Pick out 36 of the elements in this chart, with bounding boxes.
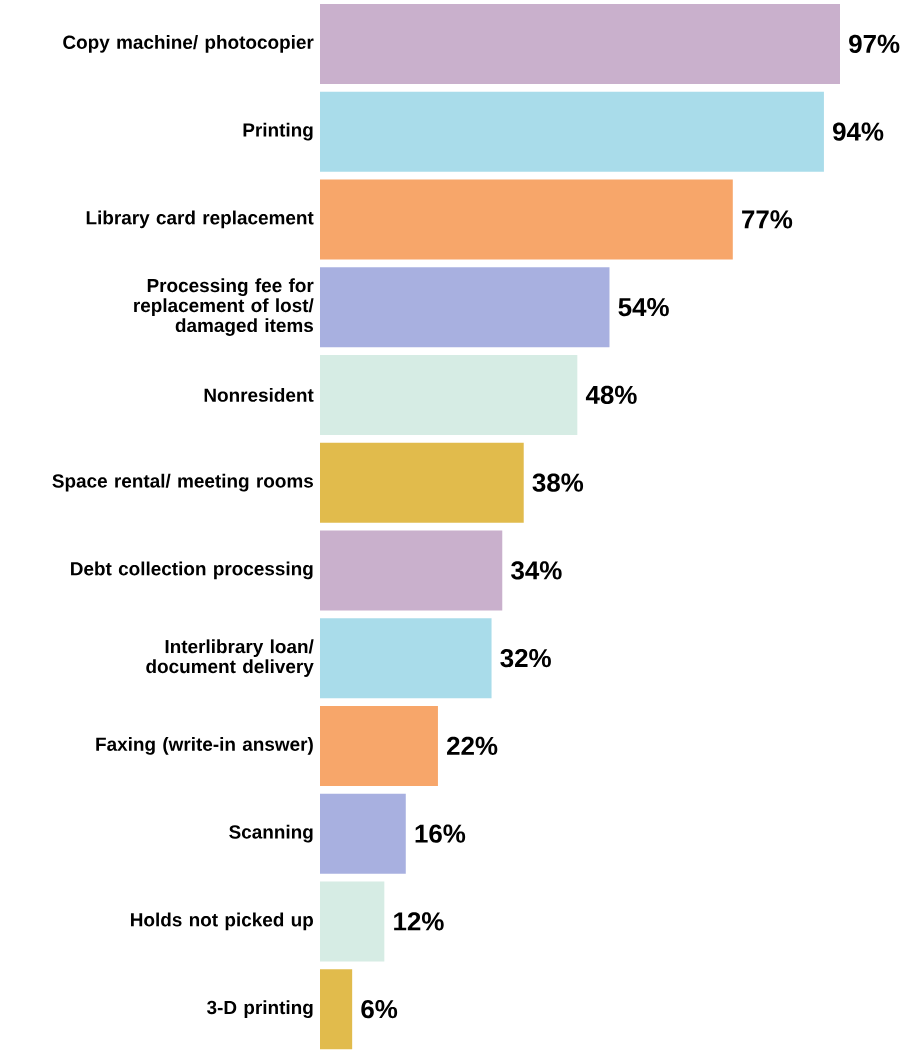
y-tick-label: Debt collection processing <box>71 561 313 580</box>
y-tick-label: 3-D printing <box>206 1000 313 1019</box>
bar <box>320 267 610 348</box>
data-label: 32% <box>500 648 551 668</box>
y-tick-label: Library card replacement <box>86 210 314 229</box>
data-label: 77% <box>742 210 793 229</box>
data-label: 34% <box>511 561 562 580</box>
y-tick-label: Interlibrary loan/ document delivery <box>146 639 314 677</box>
y-tick-label: Holds not picked up <box>131 912 314 931</box>
y-tick-label: Scanning <box>229 824 313 843</box>
bar <box>320 969 353 1050</box>
data-label: 6% <box>361 999 398 1019</box>
bar <box>320 618 492 699</box>
bar <box>320 705 438 786</box>
bar <box>320 179 733 260</box>
bar <box>320 91 824 172</box>
y-tick-label: Faxing (write-in answer) <box>96 737 313 755</box>
y-tick-label: Processing fee for replacement of lost/ damaged items <box>134 278 314 336</box>
data-label: 12% <box>394 912 444 931</box>
data-label: 94% <box>833 122 884 141</box>
data-label: 97% <box>849 34 900 54</box>
bar <box>320 881 385 962</box>
data-label: 22% <box>447 736 498 756</box>
bar <box>320 3 841 84</box>
data-label: 38% <box>532 473 584 492</box>
bar <box>320 530 503 611</box>
y-tick-label: Nonresident <box>204 387 314 402</box>
y-tick-label: Space rental/ meeting rooms <box>52 473 313 492</box>
data-label: 48% <box>585 385 637 405</box>
bar <box>320 442 524 523</box>
bar <box>320 793 406 874</box>
data-label: 54% <box>618 297 669 317</box>
y-tick-label: Printing <box>243 122 313 141</box>
data-label: 16% <box>415 824 466 843</box>
y-tick-label: Copy machine/ photocopier <box>63 35 314 53</box>
bar <box>320 354 578 435</box>
